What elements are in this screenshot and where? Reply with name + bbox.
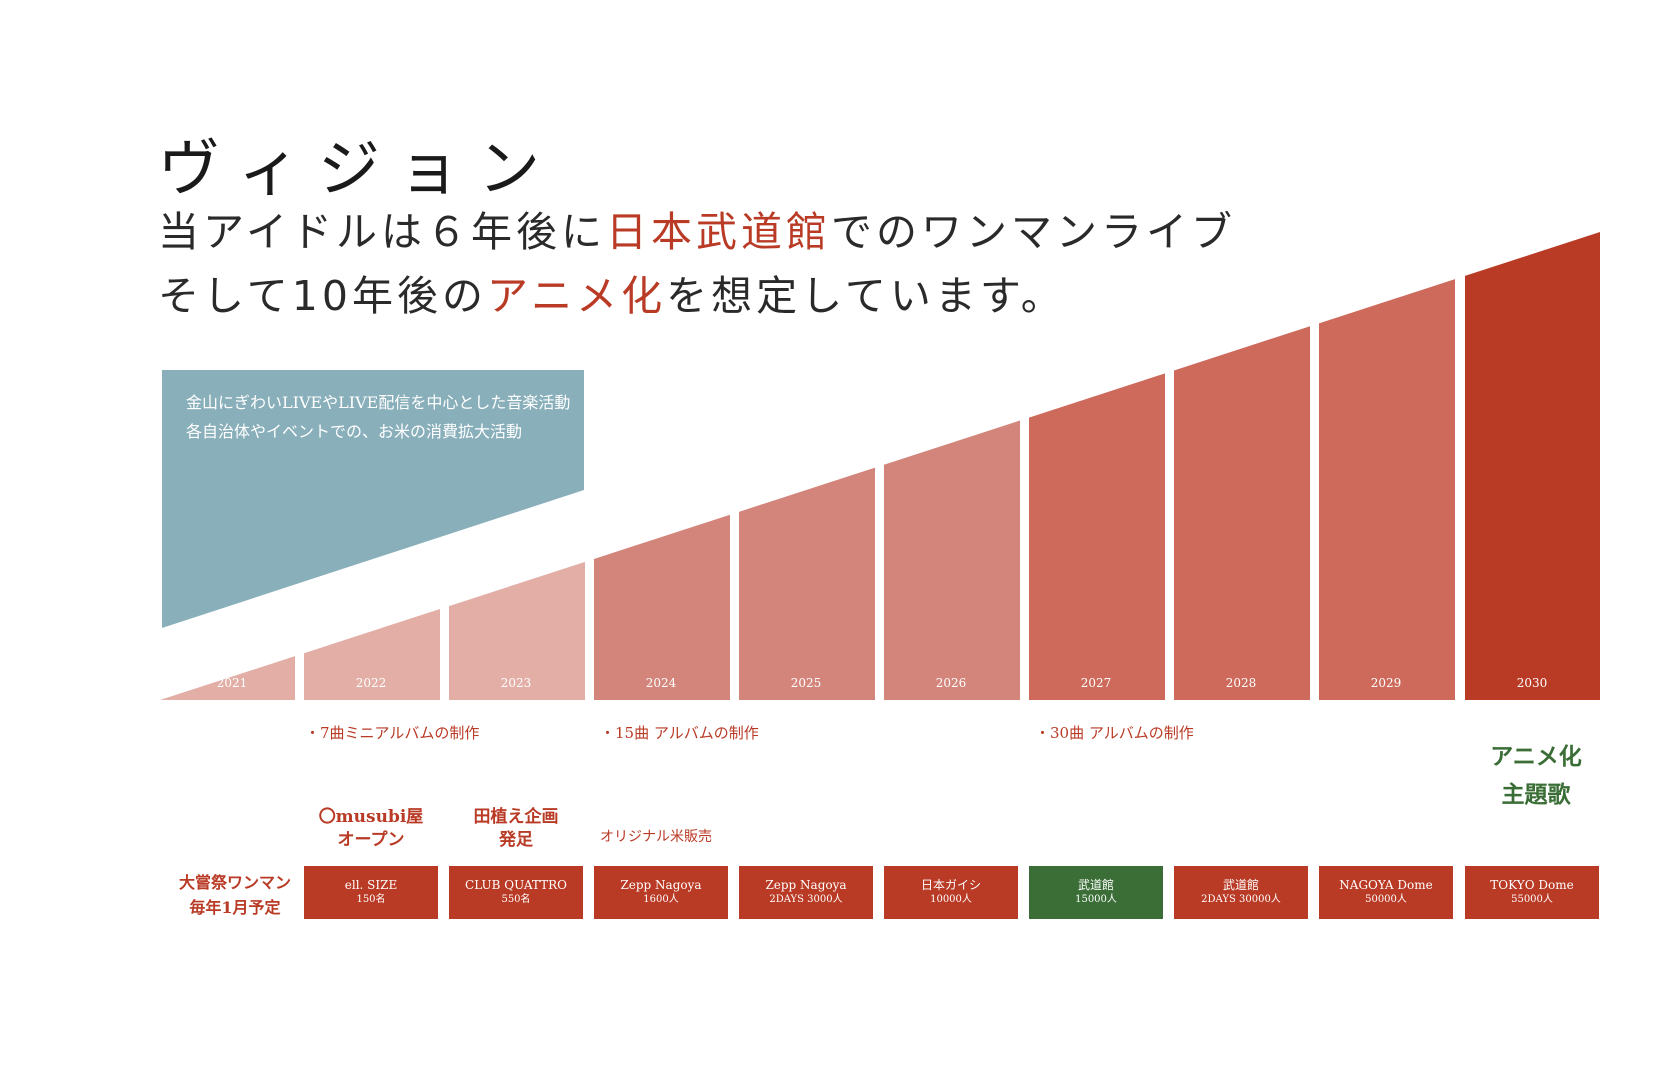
year-bar-2021 <box>160 656 295 700</box>
venue-box-2028: 武道館 2DAYS 30000人 <box>1174 866 1308 919</box>
event-taue-line-1: 田植え企画 <box>473 807 559 827</box>
headline-1-highlight: 日本武道館 <box>605 208 831 256</box>
oneman-line-2: 毎年1月予定 <box>189 898 281 917</box>
venue-name: 武道館 <box>1222 878 1259 892</box>
year-label-2022: 2022 <box>355 676 387 690</box>
headline-1-post: でのワンマンライブ <box>830 208 1236 256</box>
venue-name: TOKYO Dome <box>1490 878 1574 892</box>
album-milestone-2024: ・15曲 アルバムの制作 <box>600 724 759 742</box>
venue-name: 武道館 <box>1077 878 1114 892</box>
year-bar-2029 <box>1319 279 1455 700</box>
venue-capacity: 15000人 <box>1075 894 1117 905</box>
headline-1-pre: 当アイドルは６年後に <box>158 208 606 256</box>
venue-capacity: 50000人 <box>1365 894 1407 905</box>
anime-line-1: アニメ化 <box>1490 743 1582 770</box>
year-label-2029: 2029 <box>1370 676 1402 690</box>
year-bar-2022 <box>304 609 440 700</box>
album-milestone-2022: ・7曲ミニアルバムの制作 <box>305 724 480 742</box>
venue-capacity: 150名 <box>356 894 386 905</box>
event-omusubi-line-2: オープン <box>337 830 405 850</box>
page-title: ヴィジョン <box>158 132 559 205</box>
venue-box-2024: Zepp Nagoya 1600人 <box>594 866 728 919</box>
year-label-2028: 2028 <box>1225 676 1257 690</box>
venue-name: 日本ガイシ <box>920 878 981 892</box>
year-label-2025: 2025 <box>790 676 822 690</box>
year-bar-2024 <box>594 514 730 700</box>
anime-line-2: 主題歌 <box>1501 781 1571 808</box>
event-rice-sale: オリジナル米販売 <box>600 829 712 845</box>
venue-box-2030: TOKYO Dome 55000人 <box>1465 866 1599 919</box>
activity-line-2: 各自治体やイベントでの、お米の消費拡大活動 <box>186 422 523 441</box>
headline-2-highlight: アニメ化 <box>486 272 667 320</box>
headline-2-pre: そして10年後の <box>158 272 487 320</box>
venue-box-2025: Zepp Nagoya 2DAYS 3000人 <box>739 866 873 919</box>
album-milestone-2027: ・30曲 アルバムの制作 <box>1035 724 1194 742</box>
year-bar-2026 <box>884 420 1020 700</box>
year-bar-2023 <box>449 561 585 700</box>
event-omusubi: 〇musubi屋 オープン <box>304 806 438 852</box>
year-label-2021: 2021 <box>216 676 248 690</box>
headline-2-post: を想定しています。 <box>666 272 1066 320</box>
venue-box-2026: 日本ガイシ 10000人 <box>884 866 1018 919</box>
activity-line-1: 金山にぎわいLIVEやLIVE配信を中心とした音楽活動 <box>186 393 571 412</box>
venue-capacity: 550名 <box>501 894 531 905</box>
event-taue-line-2: 発足 <box>499 830 533 850</box>
venue-box-2027: 武道館 15000人 <box>1029 866 1163 919</box>
venue-capacity: 1600人 <box>643 894 679 905</box>
year-bar-2030 <box>1465 232 1600 700</box>
headline-line-2: そして10年後のアニメ化を想定しています。 <box>158 262 1066 322</box>
venue-name: CLUB QUATTRO <box>465 878 567 892</box>
venue-capacity: 2DAYS 3000人 <box>769 894 843 905</box>
year-label-2027: 2027 <box>1080 676 1112 690</box>
venue-box-2022: ell. SIZE 150名 <box>304 866 438 919</box>
oneman-label: 大嘗祭ワンマン 毎年1月予定 <box>160 870 310 920</box>
headline-line-1: 当アイドルは６年後に日本武道館でのワンマンライブ <box>158 198 1236 258</box>
year-label-2030: 2030 <box>1516 676 1548 690</box>
year-bar-2025 <box>739 467 875 700</box>
year-bars <box>160 232 1600 700</box>
venue-name: Zepp Nagoya <box>620 878 702 892</box>
venue-box-2023: CLUB QUATTRO 550名 <box>449 866 583 919</box>
venue-name: NAGOYA Dome <box>1339 878 1433 892</box>
venue-box-2029: NAGOYA Dome 50000人 <box>1319 866 1453 919</box>
year-label-2026: 2026 <box>935 676 967 690</box>
year-label-2024: 2024 <box>645 676 677 690</box>
venue-capacity: 2DAYS 30000人 <box>1201 894 1281 905</box>
anime-milestone: アニメ化 主題歌 <box>1446 738 1626 814</box>
year-bar-2028 <box>1174 326 1310 700</box>
venue-capacity: 55000人 <box>1511 894 1553 905</box>
year-bar-2027 <box>1029 373 1165 700</box>
year-label-2023: 2023 <box>500 676 532 690</box>
venue-name: ell. SIZE <box>344 878 398 892</box>
event-taue: 田植え企画 発足 <box>449 806 583 852</box>
venue-name: Zepp Nagoya <box>765 878 847 892</box>
oneman-line-1: 大嘗祭ワンマン <box>178 873 291 892</box>
venue-capacity: 10000人 <box>930 894 972 905</box>
activity-banner <box>162 370 584 628</box>
activity-text: 金山にぎわいLIVEやLIVE配信を中心とした音楽活動 各自治体やイベントでの、… <box>186 388 570 446</box>
event-omusubi-line-1: 〇musubi屋 <box>318 807 424 827</box>
